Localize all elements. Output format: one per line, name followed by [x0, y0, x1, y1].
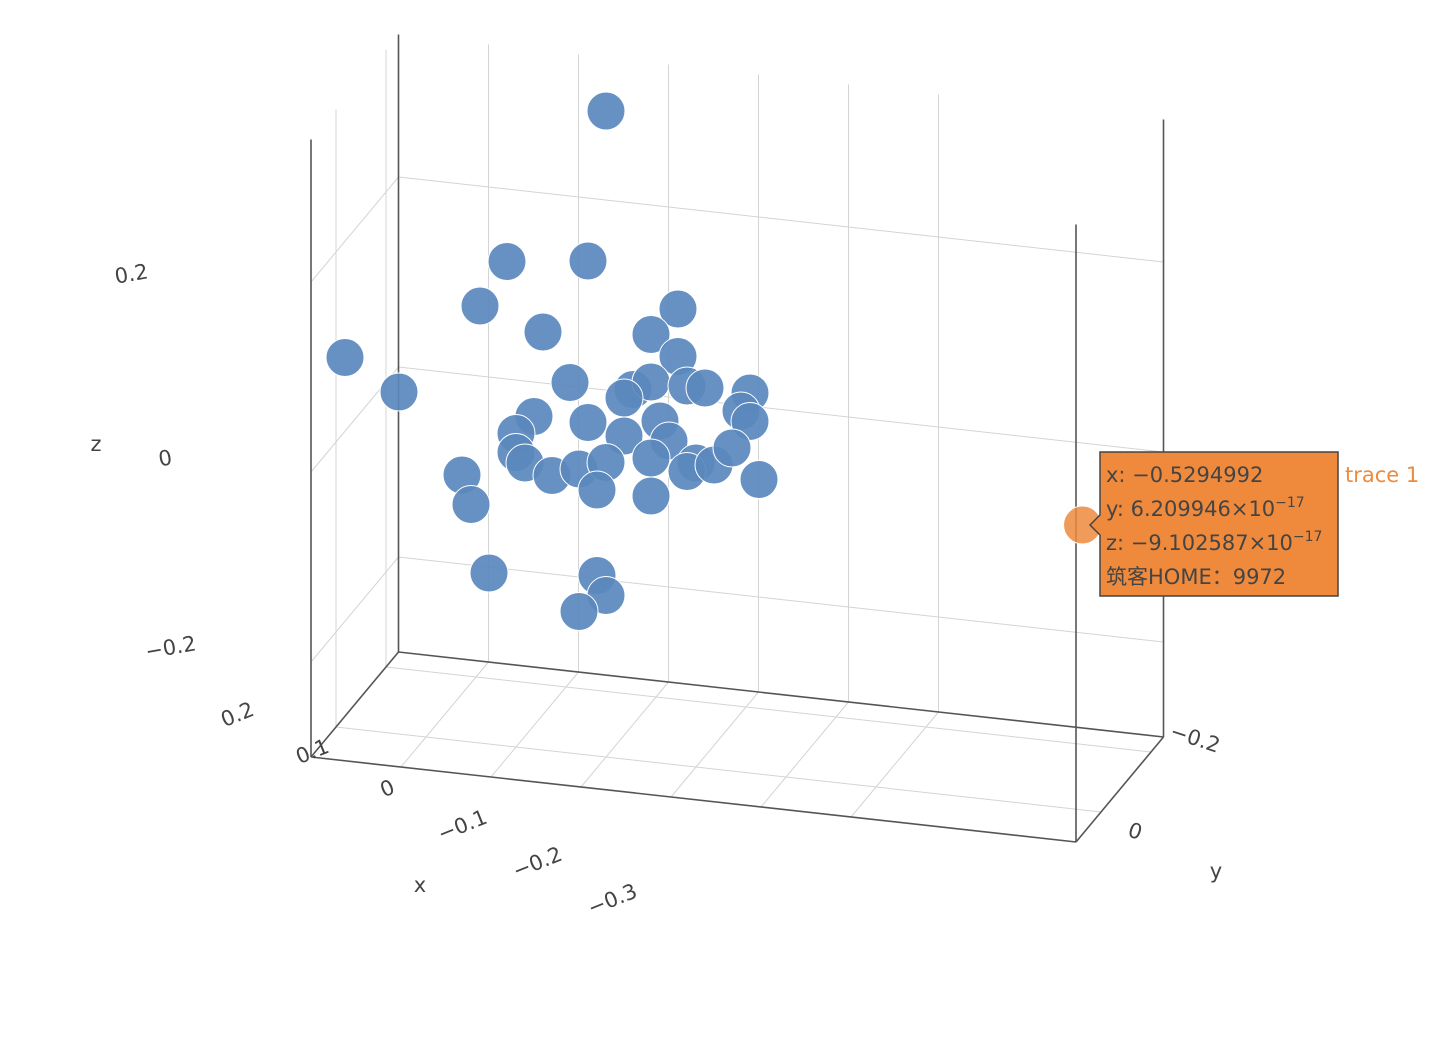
- point: [586, 91, 626, 131]
- tooltip-exp: −17: [1275, 495, 1305, 511]
- tooltip-exp: −17: [1293, 529, 1323, 545]
- axis-line: [310, 651, 400, 758]
- tooltip-text: z: −9.102587×10: [1106, 531, 1293, 555]
- point: [487, 242, 527, 281]
- axis-line: [398, 651, 1164, 738]
- axis-line: [310, 756, 1077, 843]
- grid-line: [310, 556, 399, 663]
- x-axis-title: x: [414, 873, 426, 897]
- grid-line: [385, 666, 1152, 753]
- grid-line: [335, 726, 1102, 813]
- point: [325, 338, 365, 377]
- z-tick-label: 0.2: [113, 259, 150, 288]
- x-tick-label: 0.2: [217, 697, 257, 732]
- point: [631, 476, 671, 516]
- point: [631, 315, 671, 354]
- point: [631, 438, 671, 478]
- z-tick-label: −0.2: [143, 631, 197, 663]
- point: [658, 289, 698, 329]
- point: [712, 428, 752, 468]
- z-axis-title: z: [90, 432, 101, 456]
- grid-line: [398, 366, 1164, 453]
- point: [469, 553, 509, 593]
- grid-line: [490, 671, 579, 778]
- x-tick-label: −0.2: [509, 842, 565, 883]
- x-tick-label: 0: [377, 775, 398, 802]
- point: [568, 403, 608, 442]
- point: [568, 241, 608, 281]
- tooltip-line: y: 6.209946×10−17: [1106, 495, 1305, 521]
- grid-line: [400, 661, 489, 768]
- point: [577, 470, 617, 510]
- point: [685, 368, 725, 408]
- tooltip-box: [1088, 451, 1339, 597]
- axis-line: [1075, 736, 1165, 843]
- point: [739, 460, 779, 499]
- tooltip-trace-name: trace 1: [1345, 463, 1419, 487]
- x-tick-label: −0.1: [434, 805, 490, 846]
- tooltip-text: y: 6.209946×10: [1106, 497, 1275, 521]
- grid-line: [850, 711, 939, 818]
- point: [559, 592, 599, 631]
- labels: x y z 0.20.10−0.1−0.2−0.3−0.200.20−0.2: [90, 259, 1223, 920]
- point: [604, 378, 644, 418]
- points: [325, 91, 1103, 631]
- grid-line: [398, 176, 1164, 263]
- grid-line: [398, 556, 1164, 643]
- tooltip-line: z: −9.102587×10−17: [1106, 529, 1322, 555]
- point: [550, 363, 590, 402]
- point: [379, 372, 419, 412]
- hover-tooltip: x: −0.5294992 y: 6.209946×10−17 z: −9.10…: [1088, 451, 1419, 597]
- y-axis-title: y: [1210, 859, 1222, 883]
- tooltip-line: 筑客HOME：9972: [1106, 565, 1286, 589]
- grid-line: [310, 176, 399, 283]
- y-tick-label: 0: [1125, 818, 1145, 845]
- point: [451, 485, 491, 524]
- point: [460, 286, 500, 326]
- x-tick-label: −0.3: [584, 879, 640, 920]
- point: [523, 312, 563, 352]
- tooltip-line: x: −0.5294992: [1106, 463, 1263, 487]
- z-tick-label: 0: [157, 445, 174, 471]
- grid-line: [670, 691, 759, 798]
- grid-line: [760, 701, 849, 808]
- y-tick-label: −0.2: [1167, 719, 1223, 758]
- grid-line: [580, 681, 669, 788]
